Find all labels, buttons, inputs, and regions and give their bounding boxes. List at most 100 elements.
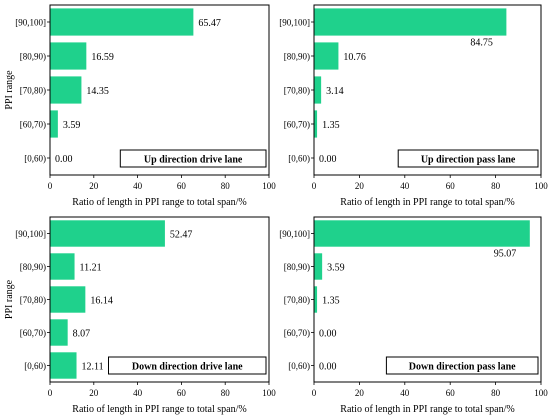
data-label: 52.47 (170, 230, 193, 241)
y-axis-label: PPI range (4, 279, 15, 319)
bar (50, 319, 68, 346)
category-tick-label: [80,90) (284, 262, 310, 272)
bar (50, 42, 87, 70)
plot-frame (313, 216, 542, 383)
bar (50, 253, 75, 280)
x-tick-label: 0 (312, 388, 317, 398)
x-tick-label: 80 (221, 181, 231, 191)
panel-down-drive: [90,100] 52.47 [80,90) 11.21 [70,80) 16.14 [60… (4, 216, 276, 415)
bar (314, 286, 318, 313)
data-label: 11.21 (80, 263, 102, 274)
x-tick-label: 60 (446, 388, 456, 398)
data-label: 3.59 (327, 263, 345, 274)
x-tick-label: 0 (48, 388, 53, 398)
x-tick-label: 40 (133, 388, 143, 398)
category-tick-label: [70,80) (284, 86, 310, 96)
category-tick-label: [90,100] (279, 229, 310, 239)
x-tick-label: 40 (400, 388, 410, 398)
x-tick-label: 100 (262, 181, 276, 191)
y-axis-label: PPI range (4, 70, 15, 110)
plot-frame (49, 4, 270, 176)
panel-title: Down direction pass lane (409, 362, 516, 373)
x-tick-label: 20 (89, 181, 99, 191)
panel-title: Up direction pass lane (421, 155, 516, 166)
category-tick-label: [0,60) (24, 361, 46, 371)
bar (50, 286, 86, 313)
x-tick-label: 60 (177, 181, 187, 191)
x-tick-label: 20 (355, 181, 365, 191)
x-tick-label: 0 (48, 181, 53, 191)
x-tick-label: 60 (177, 388, 187, 398)
bar (314, 220, 530, 247)
x-axis-label: Ratio of length in PPI range to total sp… (340, 197, 514, 208)
category-tick-label: [60,70) (284, 328, 310, 338)
data-label: 16.14 (90, 296, 113, 307)
category-tick-label: [80,90) (284, 52, 310, 62)
data-label: 3.59 (63, 120, 81, 131)
panel-title-box (397, 149, 539, 168)
x-tick-label: 60 (446, 181, 456, 191)
data-label: 0.00 (55, 154, 73, 165)
x-tick-label: 40 (400, 181, 410, 191)
data-label: 1.35 (322, 120, 340, 131)
x-tick-label: 100 (534, 388, 548, 398)
category-tick-label: [60,70) (20, 328, 46, 338)
x-tick-label: 100 (534, 181, 548, 191)
panel-up-drive: [90,100] 65.47 [80,90) 16.59 [70,80) 14.35 [60… (4, 4, 276, 208)
data-label: 14.35 (86, 86, 109, 97)
data-label: 65.47 (198, 18, 221, 29)
panel-down-pass: [90,100] 95.07 [80,90) 3.59 [70,80) 1.35 [60,7… (279, 216, 548, 415)
data-label: 95.07 (494, 249, 517, 260)
panel-title-box (385, 356, 539, 375)
category-tick-label: [70,80) (20, 295, 46, 305)
data-label: 12.11 (82, 362, 104, 373)
category-tick-label: [90,100] (15, 18, 46, 28)
data-label: 16.59 (91, 52, 114, 63)
category-tick-label: [80,90) (20, 262, 46, 272)
data-label: 10.76 (343, 52, 366, 63)
panel-title: Up direction drive lane (144, 155, 243, 166)
bar (314, 253, 323, 280)
x-tick-label: 100 (262, 388, 276, 398)
x-tick-label: 0 (312, 181, 317, 191)
category-tick-label: [0,60) (288, 154, 310, 164)
category-tick-label: [90,100] (15, 229, 46, 239)
x-axis-label: Ratio of length in PPI range to total sp… (340, 404, 514, 415)
plot-frame (313, 4, 542, 176)
category-tick-label: [60,70) (20, 120, 46, 130)
bar (314, 110, 318, 138)
x-axis-label: Ratio of length in PPI range to total sp… (72, 404, 246, 415)
bar (314, 8, 507, 36)
data-label: 0.00 (319, 329, 337, 340)
category-tick-label: [70,80) (284, 295, 310, 305)
x-tick-label: 20 (355, 388, 365, 398)
data-label: 84.75 (470, 38, 493, 49)
bar (50, 76, 82, 104)
data-label: 1.35 (322, 296, 340, 307)
bar (50, 352, 77, 379)
data-label: 3.14 (326, 86, 344, 97)
panel-up-pass: [90,100] 84.75 [80,90) 10.76 [70,80) 3.14 [60,… (279, 4, 548, 208)
bar (314, 76, 322, 104)
category-tick-label: [0,60) (24, 154, 46, 164)
category-tick-label: [0,60) (288, 361, 310, 371)
x-axis-label: Ratio of length in PPI range to total sp… (72, 197, 246, 208)
x-tick-label: 40 (133, 181, 143, 191)
bar (50, 8, 194, 36)
category-tick-label: [80,90) (20, 52, 46, 62)
bar (50, 110, 58, 138)
category-tick-label: [70,80) (20, 86, 46, 96)
category-tick-label: [90,100] (279, 18, 310, 28)
data-label: 0.00 (319, 362, 337, 373)
x-tick-label: 80 (491, 181, 501, 191)
category-tick-label: [60,70) (284, 120, 310, 130)
panel-title-box (119, 149, 267, 168)
x-tick-label: 80 (491, 388, 501, 398)
x-tick-label: 80 (221, 388, 231, 398)
plot-frame (49, 216, 270, 383)
data-label: 0.00 (319, 154, 337, 165)
data-label: 8.07 (73, 329, 91, 340)
bar (314, 42, 339, 70)
bar (50, 220, 165, 247)
